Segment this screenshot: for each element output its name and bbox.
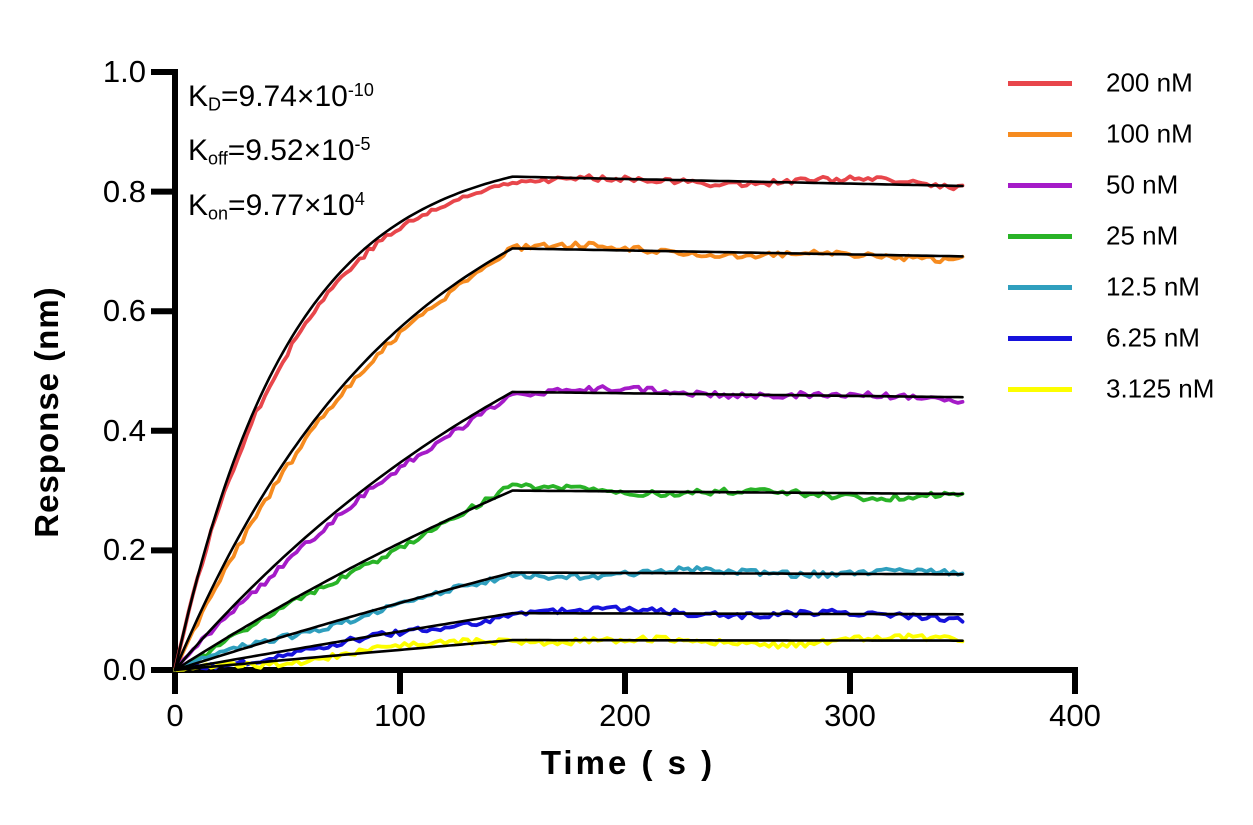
legend-swatch-200-nm [1008,80,1072,86]
series-line-100-nm [173,240,965,672]
fit-line-50-nm [173,390,964,672]
kinetics-annotation: KD=9.74×10-10 Koff=9.52×10-5 Kon=9.77×10… [188,70,374,233]
kon-symbol: K [188,188,209,222]
legend-swatch-50-nm [1008,182,1072,188]
x-tick-label-2: 200 [599,698,651,733]
fit-line-6-25-nm [173,611,964,672]
legend-label-200-nm: 200 nM [1106,67,1193,98]
x-tick-label-0: 0 [166,698,184,733]
koff-subscript: off [208,148,228,169]
x-tick-label-4: 400 [1049,698,1101,733]
legend-label-50-nm: 50 nM [1106,169,1179,200]
kon-annotation: Kon=9.77×104 [188,179,374,233]
fit-line-200-nm [173,175,964,672]
x-tick-label-3: 300 [824,698,876,733]
kd-symbol: K [188,79,209,113]
kon-exponent: 4 [354,188,365,209]
y-tick-label-0: 0.0 [102,652,146,687]
koff-value: =9.52×10 [227,134,355,168]
kon-subscript: on [208,203,229,224]
y-tick-label-3: 0.6 [102,293,146,329]
koff-annotation: Koff=9.52×10-5 [188,124,374,178]
fit-line-100-nm [173,247,964,672]
kd-value: =9.74×10 [221,79,348,113]
koff-exponent: -5 [354,134,371,155]
legend-label-25-nm: 25 nM [1106,220,1179,251]
legend-label-12-5-nm: 12.5 nM [1106,271,1200,302]
kd-subscript: D [208,94,222,115]
y-tick-label-2: 0.4 [102,412,146,448]
x-axis-title: Time ( s ) [540,744,716,781]
series-line-25-nm [173,482,965,672]
fit-line-25-nm [173,489,964,672]
kon-value: =9.77×10 [228,188,355,222]
legend-swatch-3-125-nm [1008,386,1072,392]
legend-swatch-6-25-nm [1008,335,1072,341]
legend-swatch-25-nm [1008,233,1072,239]
y-tick-label-1: 0.2 [102,532,146,568]
kd-annotation: KD=9.74×10-10 [188,70,374,124]
kd-exponent: -10 [347,80,374,100]
fit-line-3-125-nm [173,638,964,672]
x-tick-label-1: 100 [374,698,426,733]
y-tick-label-5: 1.0 [102,54,146,89]
y-axis-title: Response (nm) [28,286,65,538]
legend-label-100-nm: 100 nM [1106,118,1193,149]
series-line-50-nm [173,384,965,672]
legend-label-6-25-nm: 6.25 nM [1106,322,1200,353]
legend-swatch-100-nm [1008,131,1072,137]
y-tick-label-4: 0.8 [102,173,146,209]
fit-line-12-5-nm [173,571,964,672]
legend-swatch-12-5-nm [1008,284,1072,290]
legend-label-3-125-nm: 3.125 nM [1106,373,1215,404]
koff-symbol: K [188,134,209,168]
